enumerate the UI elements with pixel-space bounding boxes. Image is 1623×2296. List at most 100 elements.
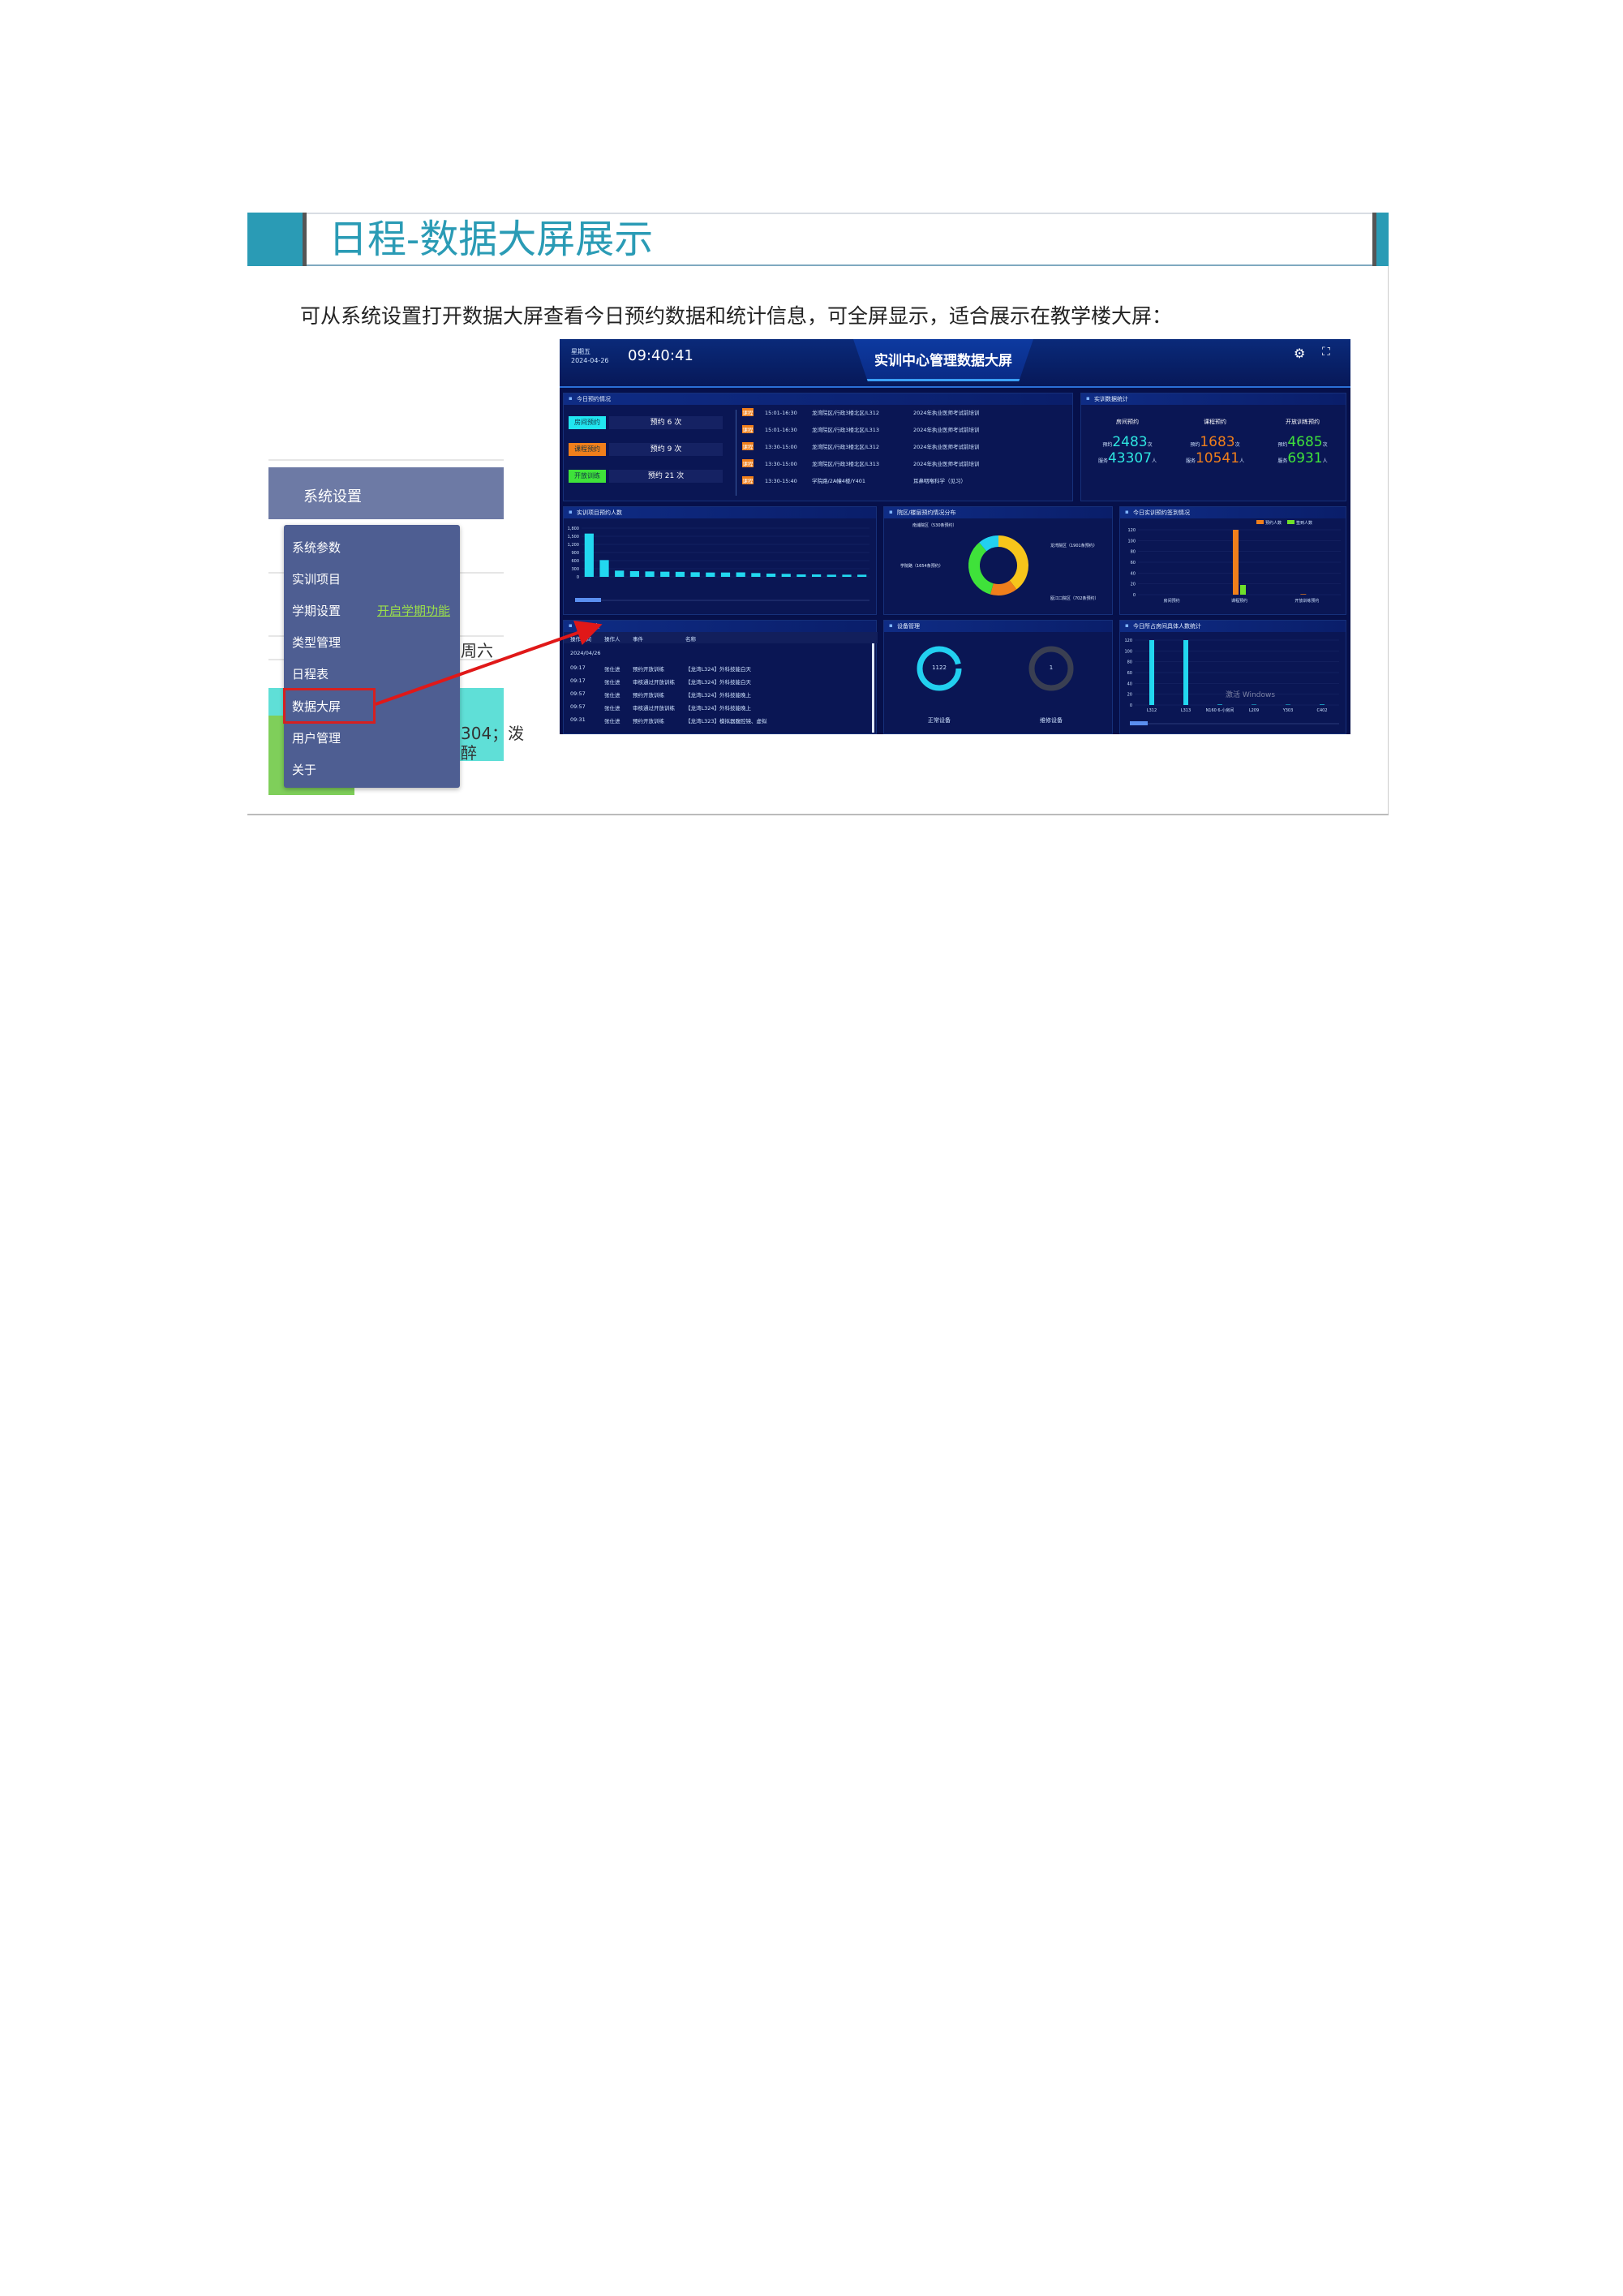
table-cell: 09:17 (570, 664, 586, 671)
x-tick-label: C402 (1316, 708, 1327, 713)
bar (645, 571, 655, 577)
y-tick-label: 0 (1130, 703, 1132, 708)
campus-pie-panel: 院区/楼层预约情况分布 龙湾院区（1901条预约） 瓯江口院区（702条预约） 学院… (883, 506, 1113, 615)
room-count: 预约 6 次 (609, 416, 723, 429)
donut-slice (968, 542, 994, 595)
repair-device-count: 1 (1049, 664, 1054, 671)
column-header: 事件 (633, 636, 643, 643)
x-tick-label: 开放训练预约 (1295, 598, 1319, 604)
panel-title: 院区/楼层预约情况分布 (884, 507, 1112, 518)
header-accent-block (247, 213, 303, 266)
stat-value: 人 (1152, 458, 1157, 464)
menu-item-data-screen[interactable]: 数据大屏 (292, 699, 341, 714)
highlight-box (283, 688, 376, 724)
stat-value: 43307 (1107, 450, 1153, 467)
menu-item-system-params[interactable]: 系统参数 (292, 540, 341, 555)
panel-title: 实训数据统计 (1081, 393, 1346, 405)
menu-item-user-management[interactable]: 用户管理 (292, 731, 341, 746)
bar (660, 571, 670, 577)
panel-title: 今日所占房间具体人数统计 (1120, 621, 1346, 632)
course-count: 预约 9 次 (609, 443, 723, 456)
stat-value: 人 (1239, 458, 1245, 464)
zoom-slider-handle (575, 598, 601, 602)
slide-header-bar (247, 213, 1389, 266)
reservation-row: 课程 15:01-16:30 龙湾院区/行政3楼北区/L312 2024年执业医师考试… (742, 408, 980, 416)
device-rings (917, 646, 1074, 691)
date-group: 2024/04/26 (570, 650, 601, 656)
stats-panel: 实训数据统计 房间预约预约2483次服务43307人课程预约预约1683次服务1… (1080, 393, 1346, 501)
repair-device-label: 维修设备 (1040, 717, 1063, 724)
bar (857, 574, 867, 577)
bar (584, 533, 594, 577)
menu-item-type-management[interactable]: 类型管理 (292, 635, 341, 650)
y-tick-label: 120 (1124, 638, 1132, 643)
y-tick-label: 60 (1127, 671, 1132, 676)
menu-item-training-projects[interactable]: 实训项目 (292, 572, 341, 587)
normal-device-label: 正常设备 (928, 717, 951, 724)
system-settings-menu-button[interactable]: 系统设置 (268, 467, 504, 519)
column-header: 名称 (685, 636, 696, 643)
zoom-slider-handle (1130, 721, 1148, 725)
bar (796, 574, 806, 577)
bar (736, 572, 745, 577)
table-cell: 张仕进 (604, 705, 620, 712)
table-cell: 审核通过开放训练 (633, 705, 675, 712)
clock: 09:40:41 (628, 347, 693, 364)
bar (827, 574, 836, 577)
room-tag: 房间预约 (569, 416, 606, 429)
dashboard-title: 实训中心管理数据大屏 (874, 353, 1012, 369)
legend-swatch (1256, 520, 1264, 524)
place: 龙湾院区/行政3楼北区/L312 (812, 444, 880, 450)
stat-value: 预约 (1277, 442, 1288, 448)
bar (629, 571, 639, 577)
type-tag: 课程 (742, 425, 754, 433)
time: 13:30-15:00 (765, 461, 797, 467)
slice-label: 瓯江口院区（702条预约） (1050, 595, 1099, 601)
stat-column: 开放训练预约 预约4685次 服务6931人 (1258, 418, 1347, 467)
reservation-row: 课程 13:30-15:00 龙湾院区/行政3楼北区/L313 2024年执业医师考试… (742, 459, 980, 467)
y-tick-label: 120 (1127, 528, 1136, 533)
stat-value: 服务 (1097, 458, 1108, 464)
bar (1233, 530, 1239, 595)
gear-icon[interactable]: ⚙ (1294, 346, 1306, 361)
x-tick-label: 房间预约 (1164, 598, 1180, 604)
bg-text: 周六 (461, 641, 493, 660)
normal-device-count: 1122 (932, 664, 947, 671)
panel-title: 今日实训预约签到情况 (1120, 507, 1346, 518)
bar (751, 573, 761, 577)
menu-item-schedule[interactable]: 日程表 (292, 667, 329, 681)
bar (812, 574, 822, 577)
y-tick-label: 40 (1127, 681, 1132, 686)
course-name: 耳鼻咽喉科学（见习） (913, 478, 966, 484)
enable-term-link[interactable]: 开启学期功能 (377, 604, 451, 618)
system-settings-label: 系统设置 (303, 488, 362, 505)
stat-label: 房间预约 (1116, 419, 1139, 425)
bar (1149, 640, 1154, 705)
table-cell: 09:57 (570, 690, 586, 697)
table-cell: 【龙湾L324】外科技能白天 (685, 666, 752, 673)
fullscreen-icon[interactable]: ⛶ (1322, 346, 1330, 359)
table-cell: 张仕进 (604, 718, 620, 724)
y-tick-label: 80 (1131, 550, 1136, 555)
x-tick-label: L312 (1147, 708, 1157, 713)
project-bar-panel: 实训项目预约人数 0 300 600 900 1,200 1,500 1,800 (563, 506, 877, 615)
column-header: 操作人 (604, 636, 620, 643)
y-tick-label: 300 (571, 567, 579, 572)
panel-title: 今日预约情况 (564, 393, 1072, 405)
table-cell: 09:57 (570, 703, 586, 710)
course-name: 2024年执业医师考试前培训 (913, 461, 980, 467)
donut-slice (998, 535, 1028, 590)
stat-label: 课程预约 (1204, 419, 1226, 425)
signin-panel: 今日实训预约签到情况 0 20 40 60 80 100 120 房间预约 课程预约 开放训练预约… (1119, 506, 1346, 615)
stat-value: 预约 (1190, 442, 1200, 448)
stat-value: 服务 (1277, 458, 1288, 464)
panel-title: 实训项目预约人数 (564, 507, 876, 518)
slide-title: 日程-数据大屏展示 (328, 217, 654, 262)
type-tag: 课程 (742, 442, 754, 450)
title-plate (853, 339, 1033, 381)
legend-swatch (1287, 520, 1295, 524)
scrollbar[interactable] (872, 643, 874, 733)
stat-value: 4685 (1287, 434, 1323, 450)
menu-item-term-settings[interactable]: 学期设置 (292, 604, 341, 618)
menu-item-about[interactable]: 关于 (292, 763, 317, 777)
